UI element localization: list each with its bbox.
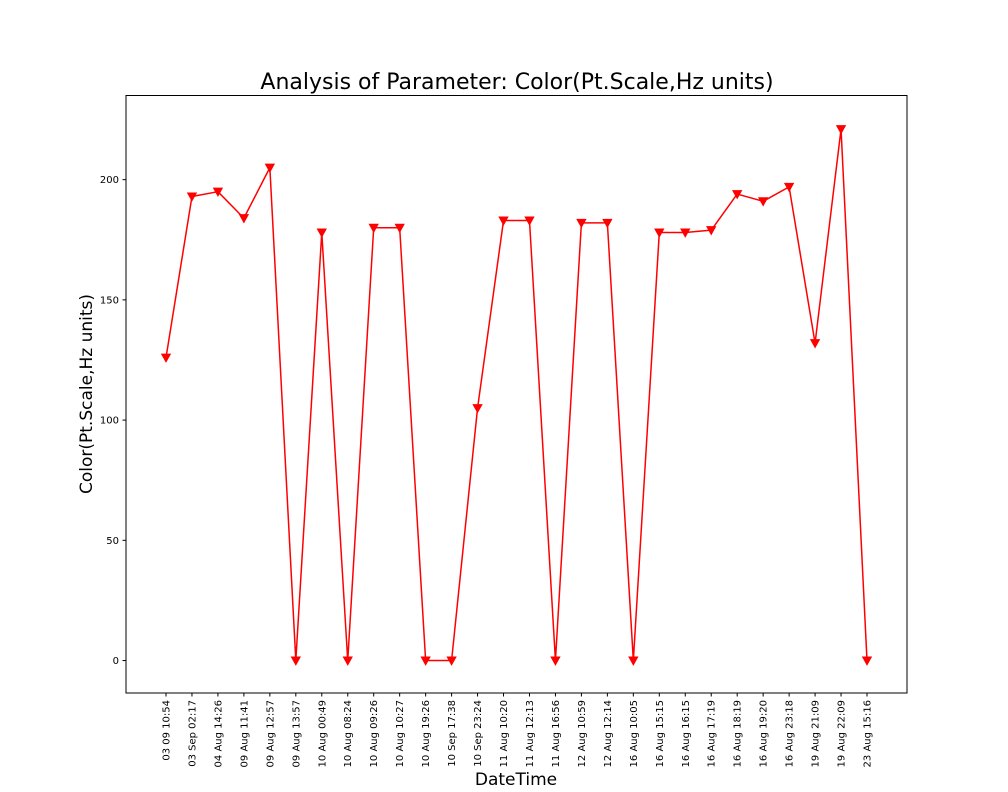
data-point bbox=[861, 656, 873, 666]
data-point bbox=[498, 216, 509, 226]
x-tick-label: 23 Aug 15:16 bbox=[863, 700, 874, 767]
x-tick-label: 04 Aug 14:26 bbox=[213, 700, 224, 767]
data-point bbox=[732, 190, 743, 200]
data-point bbox=[472, 404, 483, 414]
x-tick-label: 09 Aug 12:57 bbox=[265, 700, 276, 767]
data-point bbox=[368, 223, 379, 234]
data-point bbox=[186, 192, 198, 202]
x-tick-label: 10 Sep 17:38 bbox=[447, 700, 458, 767]
x-tick-label: 10 Aug 08:24 bbox=[343, 700, 354, 767]
x-tick-label: 16 Aug 23:18 bbox=[785, 700, 796, 767]
x-tick-label: 10 Aug 00:49 bbox=[317, 700, 328, 767]
data-point bbox=[264, 163, 276, 173]
y-axis-label: Color(Pt.Scale,Hz units) bbox=[77, 294, 97, 494]
plot-area: 0 50 100 150 200 03 09 10:54 03 Sep 02:17 04 A… bbox=[100, 95, 908, 767]
x-tick-label: 09 Aug 11:41 bbox=[239, 700, 250, 767]
data-point bbox=[394, 223, 405, 234]
data-point bbox=[238, 214, 250, 224]
y-tick-label: 50 bbox=[106, 536, 119, 547]
x-tick-label: 16 Aug 16:15 bbox=[681, 700, 692, 767]
x-tick-label: 10 Sep 23:24 bbox=[473, 700, 484, 767]
y-axis: 0 50 100 150 200 bbox=[100, 175, 126, 667]
x-tick-label: 11 Aug 16:56 bbox=[551, 700, 562, 767]
plot-frame bbox=[125, 95, 908, 694]
y-tick-label: 100 bbox=[100, 416, 119, 427]
series-line bbox=[165, 128, 868, 662]
x-tick-label: 16 Aug 15:15 bbox=[655, 700, 666, 767]
data-point bbox=[783, 182, 795, 193]
data-point bbox=[524, 216, 535, 226]
x-tick-label: 11 Aug 10:20 bbox=[499, 700, 510, 767]
x-tick-label: 10 Aug 10:27 bbox=[395, 700, 406, 767]
x-tick-label: 12 Aug 12:14 bbox=[603, 700, 614, 767]
data-point bbox=[290, 656, 301, 666]
x-tick-label: 10 Aug 19:26 bbox=[421, 700, 432, 767]
data-point bbox=[757, 197, 769, 207]
data-point bbox=[342, 656, 353, 666]
x-tick-label: 16 Aug 19:20 bbox=[759, 700, 770, 767]
data-point bbox=[160, 353, 172, 363]
data-point bbox=[628, 656, 639, 666]
x-tick-label: 16 Aug 18:19 bbox=[733, 700, 744, 767]
data-point bbox=[654, 228, 665, 238]
data-point bbox=[446, 656, 457, 666]
x-tick-label: 19 Aug 21:09 bbox=[811, 700, 822, 767]
data-point bbox=[420, 656, 431, 666]
y-tick-label: 150 bbox=[100, 295, 119, 306]
data-point bbox=[316, 228, 327, 238]
data-point bbox=[576, 218, 587, 229]
data-point bbox=[212, 187, 224, 198]
x-axis-label: DateTime bbox=[475, 770, 557, 790]
data-point bbox=[835, 125, 847, 135]
data-point bbox=[809, 339, 821, 349]
y-tick-label: 0 bbox=[113, 656, 119, 667]
data-point bbox=[602, 218, 613, 229]
x-tick-label: 19 Aug 22:09 bbox=[837, 700, 848, 767]
data-point bbox=[706, 226, 717, 236]
y-tick-label: 200 bbox=[100, 175, 119, 186]
x-tick-label: 11 Aug 12:13 bbox=[525, 700, 536, 767]
x-tick-label: 03 Sep 02:17 bbox=[187, 700, 198, 767]
chart-title: Analysis of Parameter: Color(Pt.Scale,Hz… bbox=[260, 70, 773, 95]
x-tick-label: 16 Aug 10:05 bbox=[629, 700, 640, 767]
x-axis: 03 09 10:54 03 Sep 02:17 04 Aug 14:26 09 Au… bbox=[162, 693, 874, 767]
x-tick-label: 16 Aug 17:19 bbox=[707, 700, 718, 767]
x-tick-label: 09 Aug 13:57 bbox=[291, 700, 302, 767]
data-point bbox=[680, 228, 691, 238]
x-tick-label: 10 Aug 09:26 bbox=[369, 700, 380, 767]
x-tick-label: 03 09 10:54 bbox=[162, 700, 173, 761]
data-point bbox=[550, 656, 561, 666]
series-layer bbox=[160, 125, 873, 666]
x-tick-label: 12 Aug 10:59 bbox=[577, 700, 588, 767]
